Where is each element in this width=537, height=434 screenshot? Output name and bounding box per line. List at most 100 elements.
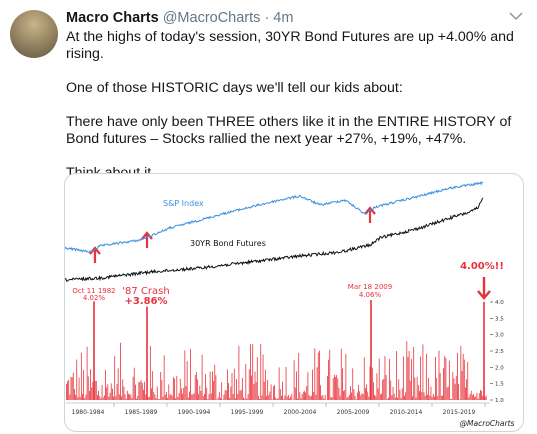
noise-bar [224,390,226,400]
noise-bar [371,367,373,400]
noise-bar [192,394,194,400]
noise-bar [153,391,155,400]
noise-bar [382,379,384,400]
noise-bar [181,388,182,400]
noise-bar [133,367,135,400]
noise-bar [206,387,208,400]
noise-bar [361,393,363,400]
annotation-title: Oct 11 1982 [72,287,115,295]
noise-bar [313,392,315,400]
noise-bar [345,353,347,400]
noise-bar [207,398,209,400]
arrow [364,206,376,223]
noise-bar [159,399,160,400]
noise-bar [136,398,137,400]
noise-bar [94,380,96,400]
avatar[interactable] [10,10,58,58]
noise-bar [114,356,116,400]
noise-bar [365,388,366,400]
noise-bar [225,390,227,400]
noise-bar [205,374,206,400]
noise-bar [82,394,83,400]
noise-bar [378,358,380,400]
author-handle[interactable]: @MacroCharts [162,10,261,26]
paragraph: At the highs of today's session, 30YR Bo… [66,29,514,62]
noise-bar [481,391,482,400]
x-label: 1990-1994 [178,409,211,416]
noise-bar [102,397,104,400]
noise-bar [261,395,263,400]
noise-bar [276,398,278,400]
noise-bar [396,351,397,400]
noise-bar [368,396,370,400]
noise-bar [324,394,326,400]
noise-bar [121,396,122,400]
noise-bar [327,376,328,400]
noise-bar [465,387,466,400]
noise-bar [130,394,132,400]
noise-bar [271,399,273,400]
credit: @MacroCharts [460,419,515,428]
noise-bar [350,386,351,400]
noise-bar [252,344,254,400]
x-label: 2005-2009 [337,409,370,416]
noise-bar [155,398,157,400]
noise-bar [475,396,477,400]
noise-bar [286,396,288,400]
noise-bar [329,349,331,400]
noise-bar [129,394,131,400]
noise-bar [412,396,413,400]
noise-bar [145,394,147,400]
annotation-value: +3.86% [124,296,167,307]
noise-bar [347,396,349,400]
chart-image[interactable]: Oct 11 1982 4.02% '87 Crash +3.86% Mar 18 20… [64,173,524,432]
noise-bar [75,394,76,400]
x-label: 2000-2004 [284,409,317,416]
noise-bar [471,395,473,400]
noise-bar [278,367,280,400]
noise-bar [140,380,142,400]
noise-bar [343,391,344,400]
noise-bar [355,399,357,400]
noise-bar [217,397,219,400]
noise-bar [417,385,419,400]
noise-bar [78,377,80,400]
noise-bar [103,395,105,400]
noise-bar [100,398,102,400]
noise-bar [143,389,144,400]
noise-bar [149,345,151,400]
noise-bar [377,388,379,400]
noise-bar [328,359,329,400]
noise-bar [67,381,68,400]
noise-bar [98,390,99,400]
noise-bar [262,354,264,400]
noise-bar [268,394,270,400]
noise-bar [245,363,247,400]
noise-bar [126,390,128,400]
noise-bar [99,396,101,400]
noise-bar [267,380,269,400]
noise-bar [470,390,472,400]
noise-bar [477,398,479,400]
noise-bar [323,398,325,400]
noise-bar [187,397,189,400]
noise-bar [283,399,285,400]
menu-chevron[interactable] [508,10,524,22]
noise-bar [306,385,308,400]
noise-bar [407,357,409,400]
author-name[interactable]: Macro Charts [66,10,159,26]
timestamp[interactable]: · 4m [264,10,294,26]
noise-bar [484,396,486,400]
noise-bar [338,387,340,400]
noise-bar [215,375,217,400]
noise-bar [301,394,303,400]
noise-bar [476,392,478,400]
arrow [477,277,491,300]
noise-bar [404,395,405,400]
noise-bar [178,393,180,400]
noise-bar [179,378,181,400]
noise-bar [131,398,133,400]
noise-bar [254,371,256,400]
noise-bar [117,368,119,400]
